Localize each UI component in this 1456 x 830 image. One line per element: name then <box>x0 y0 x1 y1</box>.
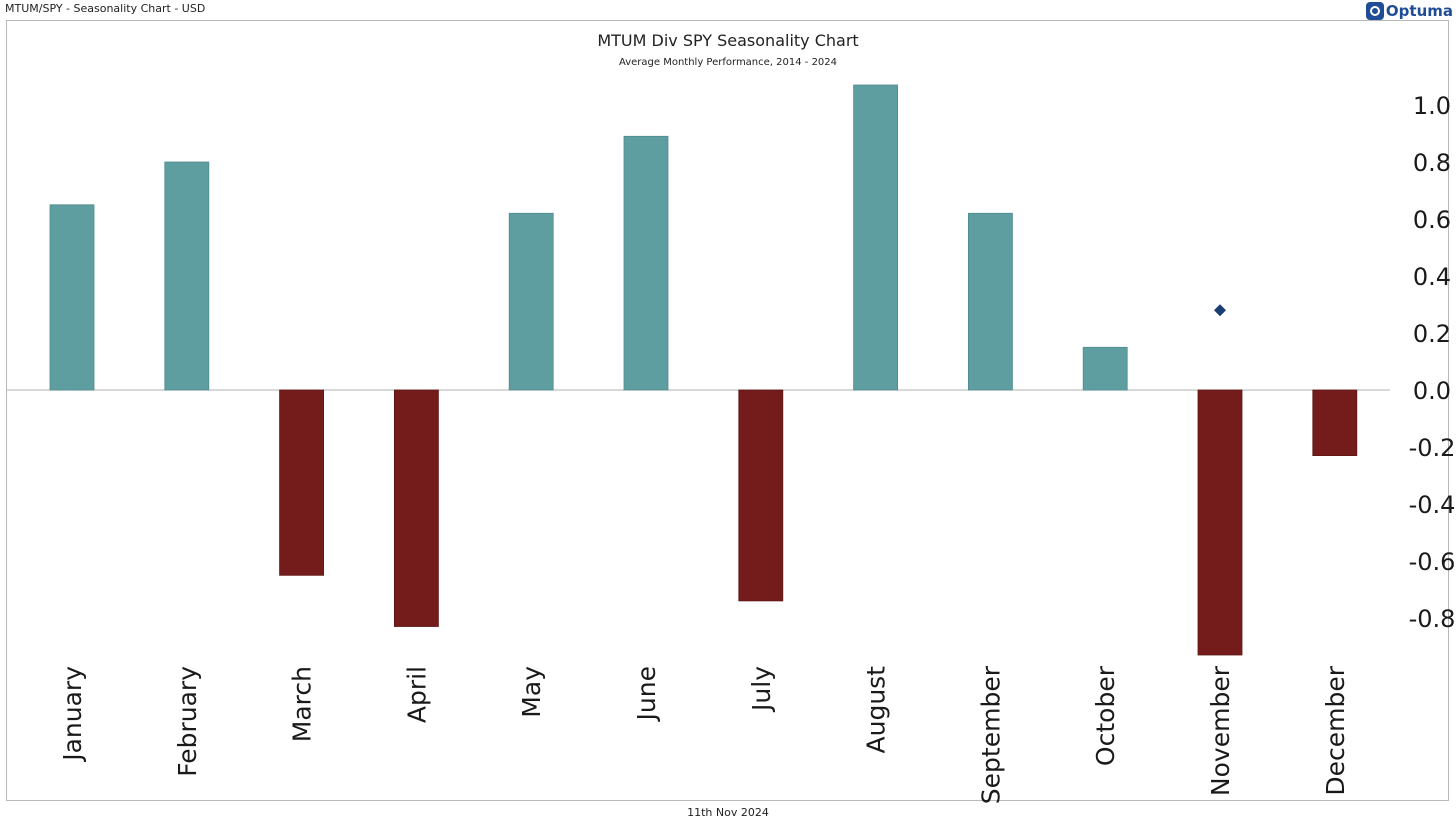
y-tick-label: -0.8 <box>1409 605 1456 633</box>
bar-december <box>1312 389 1358 456</box>
bar-february <box>164 161 210 391</box>
bar-june <box>623 135 669 391</box>
x-tick-label-june: June <box>632 666 661 722</box>
y-tick-label: 0.0 <box>1413 377 1451 405</box>
chart-title: MTUM Div SPY Seasonality Chart <box>597 31 859 50</box>
y-tick-label: 0.8 <box>1413 149 1451 177</box>
bar-july <box>738 389 784 602</box>
chart-header-label: MTUM/SPY - Seasonality Chart - USD <box>5 2 206 15</box>
optuma-logo-icon <box>1365 2 1384 20</box>
y-tick-label: -0.6 <box>1409 548 1456 576</box>
x-tick-label-april: April <box>402 666 431 723</box>
y-tick-label: -0.4 <box>1409 491 1456 519</box>
x-tick-label-november: November <box>1206 665 1235 796</box>
x-tick-label-october: October <box>1091 665 1120 766</box>
x-tick-label-march: March <box>288 666 317 742</box>
y-tick-label: 0.2 <box>1413 320 1451 348</box>
brand-logo: Optuma <box>1365 2 1453 20</box>
bar-may <box>508 212 554 391</box>
bar-november <box>1197 389 1243 656</box>
chart-frame <box>6 20 1449 801</box>
x-tick-label-january: January <box>58 666 87 763</box>
y-tick-label: 0.6 <box>1413 206 1451 234</box>
current-value-marker <box>1214 304 1226 317</box>
bar-september <box>968 212 1013 391</box>
x-tick-label-august: August <box>862 666 891 754</box>
chart-subtitle: Average Monthly Performance, 2014 - 2024 <box>618 57 838 68</box>
bar-january <box>49 204 95 391</box>
brand-name: Optuma <box>1385 2 1453 20</box>
bar-october <box>1082 346 1128 391</box>
x-tick-label-september: September <box>976 665 1005 804</box>
y-tick-label: 0.4 <box>1413 263 1451 291</box>
x-tick-label-february: February <box>173 666 202 777</box>
x-tick-label-july: July <box>747 666 776 713</box>
y-tick-label: -0.2 <box>1409 434 1456 462</box>
bar-april <box>393 389 439 627</box>
y-tick-label: 1.0 <box>1413 92 1451 120</box>
chart-date: 11th Nov 2024 <box>687 806 769 819</box>
bar-march <box>279 389 325 576</box>
x-tick-label-december: December <box>1321 665 1350 795</box>
x-tick-label-may: May <box>517 666 546 718</box>
bar-august <box>853 84 898 391</box>
